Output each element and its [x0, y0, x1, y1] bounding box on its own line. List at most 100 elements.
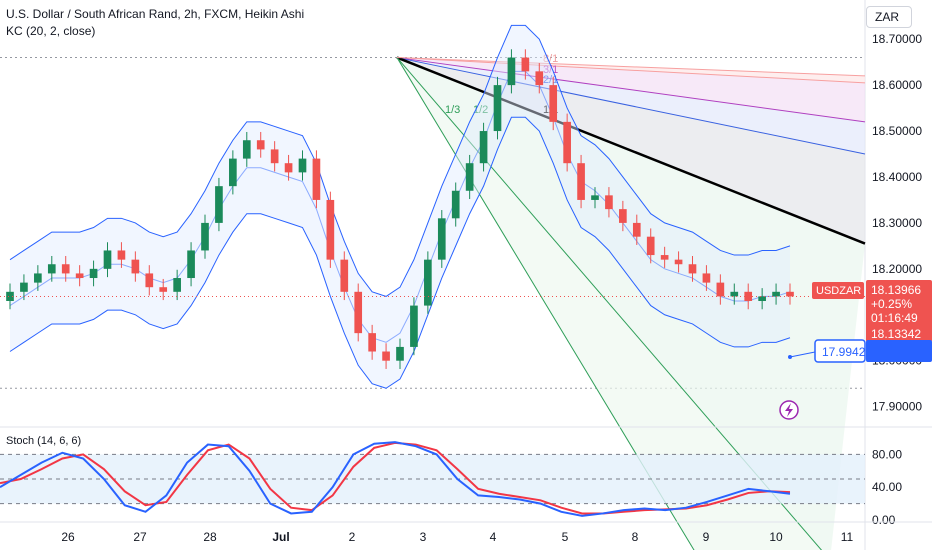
- time-tick-label: 8: [632, 530, 639, 544]
- keltner-upper: [9, 24, 791, 297]
- candle: [215, 186, 223, 223]
- candle: [437, 218, 446, 260]
- gann-fan-line: [396, 57, 866, 155]
- title-block: U.S. Dollar / South African Rand, 2h, FX…: [6, 6, 304, 40]
- fan-label: 1/3: [445, 104, 460, 116]
- candle: [772, 291, 780, 297]
- target-price-tag: [866, 340, 932, 362]
- gann-fan-line: [396, 57, 866, 123]
- candle: [298, 158, 307, 173]
- price-tick-label: 18.70000: [872, 32, 922, 46]
- candle: [758, 296, 766, 301]
- candle: [507, 57, 516, 86]
- candle: [382, 351, 390, 361]
- change-text: +0.25%: [871, 297, 912, 311]
- candle: [229, 158, 237, 187]
- candle: [716, 282, 725, 297]
- candle: [270, 149, 279, 164]
- time-tick-label: 2: [349, 530, 356, 544]
- keltner-band-fill: [10, 25, 790, 389]
- time-tick-label: Jul: [272, 530, 289, 544]
- candle: [145, 273, 154, 288]
- keltner-middle: [9, 70, 791, 343]
- indicator-label[interactable]: KC (20, 2, close): [6, 24, 96, 38]
- target-text: 17.9942: [822, 345, 866, 359]
- target-line: [789, 351, 816, 358]
- candle: [451, 190, 460, 219]
- currency-selector[interactable]: ZAR: [866, 6, 912, 28]
- symbol-tag: [812, 282, 864, 299]
- candle: [563, 121, 571, 164]
- candle: [521, 57, 530, 72]
- fan-label: 2/1: [543, 74, 558, 86]
- candle: [577, 163, 585, 200]
- candle: [187, 250, 195, 279]
- chart-title[interactable]: U.S. Dollar / South African Rand, 2h, FX…: [6, 7, 305, 21]
- price-tick-label: 18.40000: [872, 170, 922, 184]
- last-price-text: 18.13966: [871, 283, 921, 297]
- candle: [6, 291, 14, 301]
- target-tag-left[interactable]: [814, 339, 866, 363]
- candle: [646, 236, 655, 256]
- candle: [256, 140, 265, 150]
- stoch-tick-label: 40.00: [872, 480, 902, 494]
- time-tick-label: 4: [490, 530, 497, 544]
- candle: [730, 291, 739, 297]
- candle: [326, 199, 335, 260]
- candle: [173, 278, 181, 292]
- candle: [368, 333, 376, 352]
- last-price-tag: [866, 280, 932, 342]
- time-tick-label: 26: [61, 530, 75, 544]
- stoch-label[interactable]: Stoch (14, 6, 6): [6, 435, 82, 447]
- candle: [20, 282, 28, 292]
- candle: [465, 163, 474, 191]
- candle: [340, 259, 349, 292]
- gann-fan-zone: [397, 57, 865, 555]
- time-tick-label: 5: [562, 530, 569, 544]
- price-tick-label: 18.50000: [872, 124, 922, 138]
- candle: [660, 255, 669, 260]
- gann-fan-line: [396, 57, 866, 77]
- candle: [688, 264, 697, 274]
- flash-bolt-icon: [785, 403, 793, 417]
- symbol-tag-text: USDZAR: [816, 285, 861, 297]
- candle: [591, 195, 599, 200]
- stoch-tick-label: 80.00: [872, 447, 902, 461]
- candle: [424, 259, 432, 306]
- time-tick-label: 3: [420, 530, 427, 544]
- candle: [702, 273, 711, 283]
- countdown-text: 01:16:49: [871, 311, 918, 325]
- candle: [284, 163, 293, 173]
- candle: [535, 71, 544, 86]
- candle: [396, 346, 404, 361]
- candle: [61, 264, 70, 274]
- price-tick-label: 18.60000: [872, 78, 922, 92]
- candle: [242, 140, 251, 159]
- gann-fan-line: [396, 56, 866, 245]
- price-tick-label: 17.90000: [872, 400, 922, 414]
- time-tick-label: 11: [841, 530, 854, 544]
- candle: [786, 291, 794, 297]
- candle: [674, 259, 683, 265]
- candle: [354, 291, 363, 334]
- candle: [619, 209, 627, 223]
- candle: [47, 264, 56, 274]
- candle: [605, 195, 613, 210]
- price-tick-label: 18.20000: [872, 262, 922, 276]
- time-tick-label: 9: [703, 530, 710, 544]
- candle: [131, 259, 140, 274]
- time-tick-label: 10: [769, 530, 783, 544]
- candle: [75, 273, 84, 279]
- time-tick-label: 27: [133, 530, 147, 544]
- time-tick-label: 28: [203, 530, 217, 544]
- price-tick-label: 18.30000: [872, 216, 922, 230]
- candle: [34, 273, 42, 283]
- candle: [89, 268, 98, 279]
- keltner-lower: [9, 116, 791, 389]
- candle: [201, 222, 209, 251]
- candle: [159, 287, 168, 292]
- candle: [410, 305, 418, 347]
- low-price-text: 18.13342: [871, 327, 921, 341]
- gann-fan-line: [396, 57, 866, 84]
